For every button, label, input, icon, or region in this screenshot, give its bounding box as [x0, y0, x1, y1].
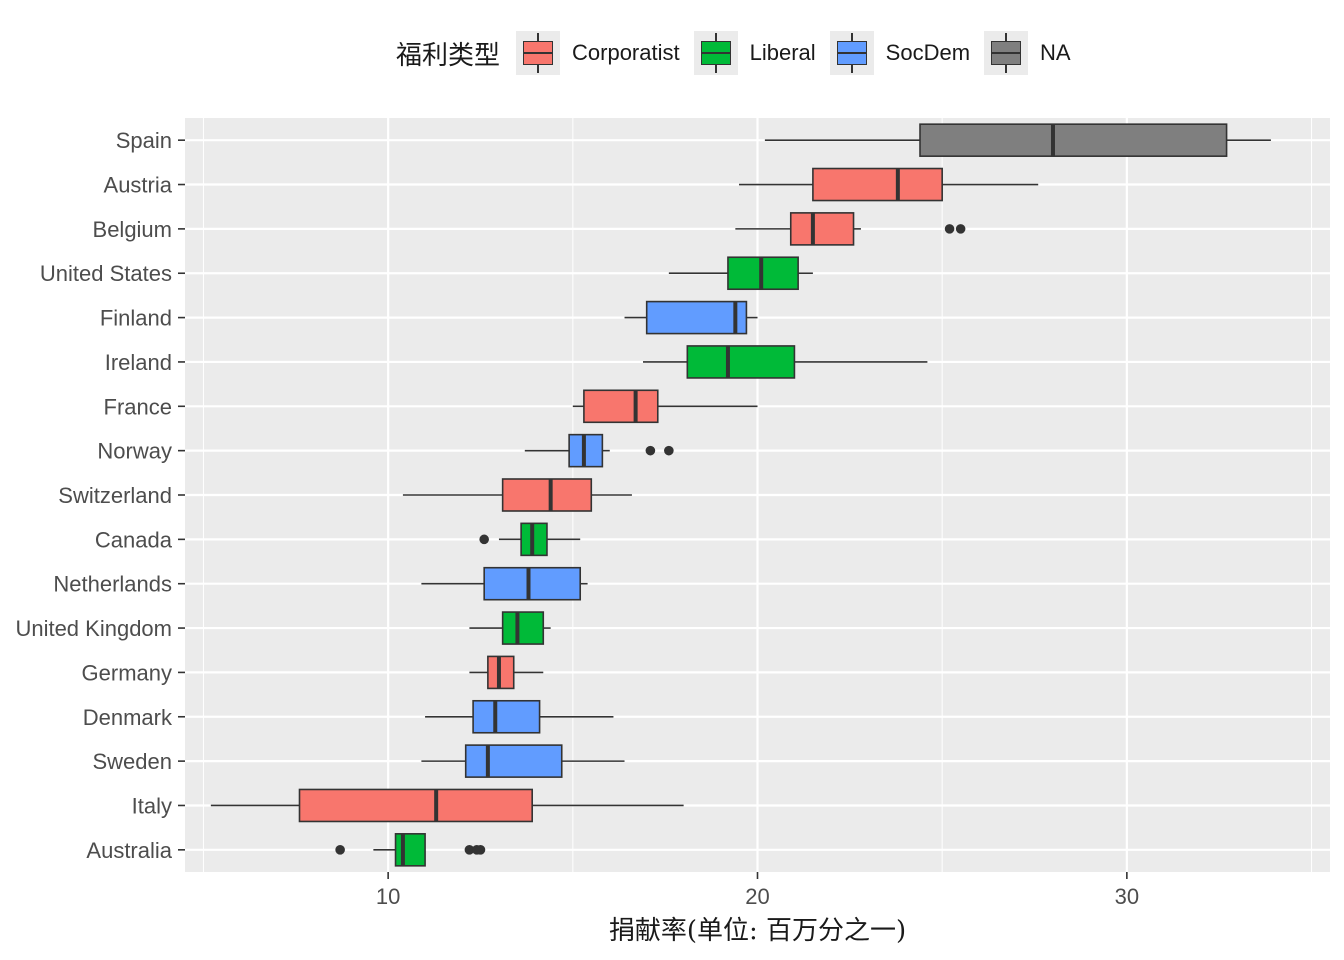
outlier-point — [335, 845, 345, 855]
legend-key-corporatist — [516, 31, 561, 75]
y-tick-label: Belgium — [93, 217, 172, 242]
y-tick-label: Norway — [97, 439, 172, 464]
outlier-point — [955, 224, 966, 234]
outlier-point — [645, 445, 656, 456]
y-tick-label: Spain — [116, 128, 172, 153]
outlier-point — [664, 445, 674, 456]
box-finland — [645, 300, 748, 335]
y-tick-label: Ireland — [105, 350, 172, 375]
y-tick-label: Finland — [100, 306, 172, 331]
outlier-point — [944, 224, 955, 234]
y-tick-label: Canada — [95, 527, 173, 552]
y-tick-label: United States — [40, 261, 172, 286]
outlier-point — [464, 845, 475, 855]
legend-label-liberal: Liberal — [749, 40, 816, 65]
outlier-point — [479, 534, 489, 545]
box-united-kingdom — [501, 611, 545, 645]
y-tick-label: Netherlands — [53, 572, 172, 597]
y-tick-label: United Kingdom — [15, 616, 172, 641]
y-tick-label: Switzerland — [58, 483, 172, 508]
legend-key-socdem — [829, 31, 874, 75]
y-tick-label: Austria — [104, 173, 173, 198]
x-axis-title: 捐献率(单位: 百万分之一) — [608, 916, 907, 946]
box-sweden — [464, 744, 563, 778]
y-tick-label: Sweden — [92, 749, 172, 774]
legend-item-liberal: Liberal — [693, 31, 816, 75]
box-france — [583, 389, 659, 424]
legend-key-liberal — [693, 31, 738, 75]
box-austria — [812, 167, 943, 202]
legend-item-socdem: SocDem — [829, 31, 971, 75]
y-tick-label: Denmark — [83, 705, 173, 730]
legend-item-na: NA — [984, 31, 1071, 75]
y-tick-label: Australia — [86, 838, 172, 863]
box-belgium — [789, 212, 855, 246]
legend-label-na: NA — [1040, 40, 1071, 65]
box-denmark — [472, 699, 541, 734]
y-tick-label: Italy — [132, 793, 172, 818]
x-tick-label: 10 — [376, 884, 400, 909]
legend-key-na — [984, 31, 1029, 75]
box-switzerland — [501, 478, 593, 512]
box-spain — [919, 123, 1228, 157]
y-tick-label: France — [104, 394, 172, 419]
legend-label-socdem: SocDem — [885, 40, 971, 65]
legend-title: 福利类型 — [396, 40, 501, 71]
x-tick-label: 20 — [745, 884, 769, 909]
legend-item-corporatist: Corporatist — [516, 31, 680, 75]
legend: 福利类型 Corporatist Liberal SocDem NA — [396, 28, 1085, 78]
box-australia — [394, 833, 426, 867]
box-ireland — [686, 345, 796, 379]
box-italy — [298, 788, 533, 823]
outlier-point — [475, 845, 486, 855]
y-tick-label: Germany — [82, 660, 172, 685]
box-netherlands — [483, 566, 582, 601]
legend-label-corporatist: Corporatist — [572, 40, 680, 65]
x-tick-label: 30 — [1115, 884, 1139, 909]
